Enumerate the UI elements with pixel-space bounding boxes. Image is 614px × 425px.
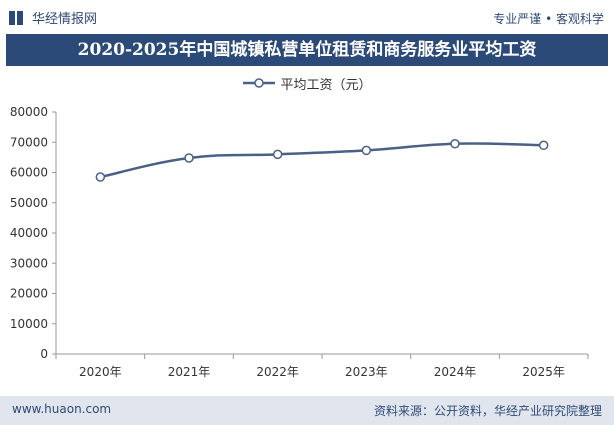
footer: www.huaon.com 资料来源：公开资料，华经产业研究院整理 bbox=[0, 396, 614, 425]
y-tick-label: 50000 bbox=[10, 196, 48, 210]
legend-line-marker bbox=[243, 78, 276, 88]
x-tick-label: 2024年 bbox=[434, 365, 477, 379]
x-tick-label: 2020年 bbox=[79, 365, 122, 379]
x-tick-label: 2021年 bbox=[168, 365, 211, 379]
y-tick-label: 40000 bbox=[10, 226, 48, 240]
data-point bbox=[538, 140, 549, 151]
brand: 华经情报网 bbox=[8, 8, 97, 27]
x-tick-label: 2022年 bbox=[256, 365, 299, 379]
data-point bbox=[450, 139, 460, 149]
brand-name: 华经情报网 bbox=[32, 12, 98, 27]
footer-source: 资料来源：公开资料，华经产业研究院整理 bbox=[373, 404, 602, 418]
legend-label: 平均工资（元） bbox=[280, 77, 372, 93]
footer-url[interactable]: www.huaon.com bbox=[12, 402, 112, 416]
chart-title: 2020-2025年中国城镇私营单位租赁和商务服务业平均工资 bbox=[6, 34, 608, 66]
y-tick-label: 60000 bbox=[10, 166, 48, 180]
top-bar: 华经情报网 专业严谨 • 客观科学 bbox=[0, 0, 614, 34]
y-tick-label: 30000 bbox=[10, 256, 48, 270]
x-tick-label: 2023年 bbox=[345, 365, 388, 379]
logo-icon bbox=[9, 10, 23, 25]
data-point bbox=[361, 145, 372, 156]
data-point bbox=[272, 149, 283, 160]
data-point bbox=[95, 172, 106, 182]
y-tick-label: 10000 bbox=[10, 317, 48, 331]
x-tick-label: 2025年 bbox=[522, 365, 565, 379]
tagline: 专业严谨 • 客观科学 bbox=[493, 12, 604, 26]
data-point bbox=[184, 153, 194, 163]
legend: 平均工资（元） bbox=[0, 72, 614, 94]
line-chart: 0 10000 20000 30000 40000 50000 60000 70000 8000… bbox=[10, 105, 589, 379]
y-tick-label: 20000 bbox=[10, 287, 48, 301]
series-line bbox=[100, 142, 544, 179]
y-tick-label: 80000 bbox=[10, 105, 48, 119]
y-tick-label: 0 bbox=[40, 347, 48, 361]
y-tick-label: 70000 bbox=[10, 135, 48, 149]
